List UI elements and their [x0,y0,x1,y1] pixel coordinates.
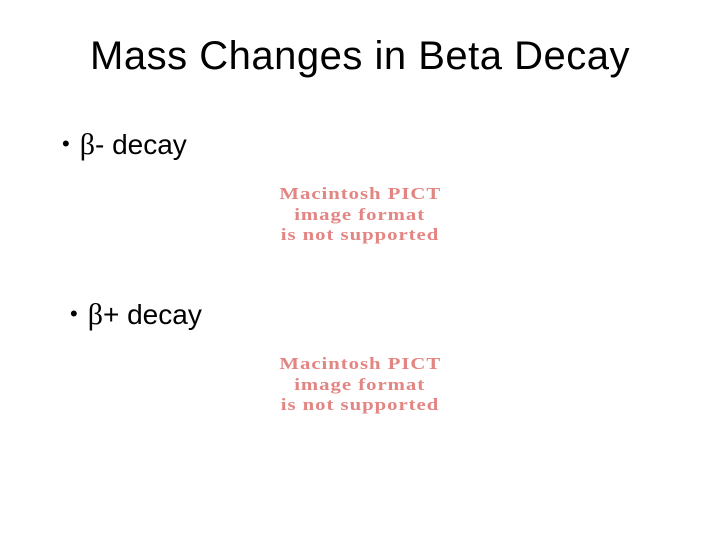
pict-line: is not supported [281,395,440,416]
bullet-text: β+ decay [88,298,202,332]
pict-line: is not supported [281,225,440,246]
pict-line: Macintosh PICT [279,184,441,205]
slide-title: Mass Changes in Beta Decay [0,34,720,79]
beta-symbol: β [80,128,95,161]
bullet-text: β- decay [80,128,187,162]
bullet-dot-icon: • [62,133,70,155]
bullet-rest: - decay [95,129,187,160]
bullet-beta-plus: • β+ decay [70,298,202,332]
bullet-beta-minus: • β- decay [62,128,187,162]
pict-line: image format [295,205,426,226]
bullet-dot-icon: • [70,303,78,325]
pict-placeholder-1: Macintosh PICT image format is not suppo… [0,184,720,246]
pict-placeholder-2: Macintosh PICT image format is not suppo… [0,354,720,416]
slide: Mass Changes in Beta Decay • β- decay Ma… [0,0,720,540]
beta-symbol: β [88,298,103,331]
bullet-rest: + decay [103,299,202,330]
pict-line: image format [295,375,426,396]
pict-line: Macintosh PICT [279,354,441,375]
